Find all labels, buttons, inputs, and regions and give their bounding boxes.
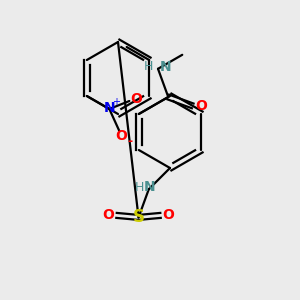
Text: N: N bbox=[160, 60, 172, 74]
Text: N: N bbox=[144, 180, 156, 194]
Text: +: + bbox=[112, 97, 120, 107]
Text: H: H bbox=[144, 60, 153, 73]
Text: H: H bbox=[135, 181, 145, 194]
Text: -: - bbox=[128, 136, 133, 148]
Text: O: O bbox=[116, 129, 127, 143]
Text: S: S bbox=[133, 208, 145, 226]
Text: O: O bbox=[130, 92, 142, 106]
Text: O: O bbox=[195, 99, 207, 113]
Text: O: O bbox=[163, 208, 175, 222]
Text: N: N bbox=[103, 101, 115, 115]
Text: O: O bbox=[103, 208, 115, 222]
